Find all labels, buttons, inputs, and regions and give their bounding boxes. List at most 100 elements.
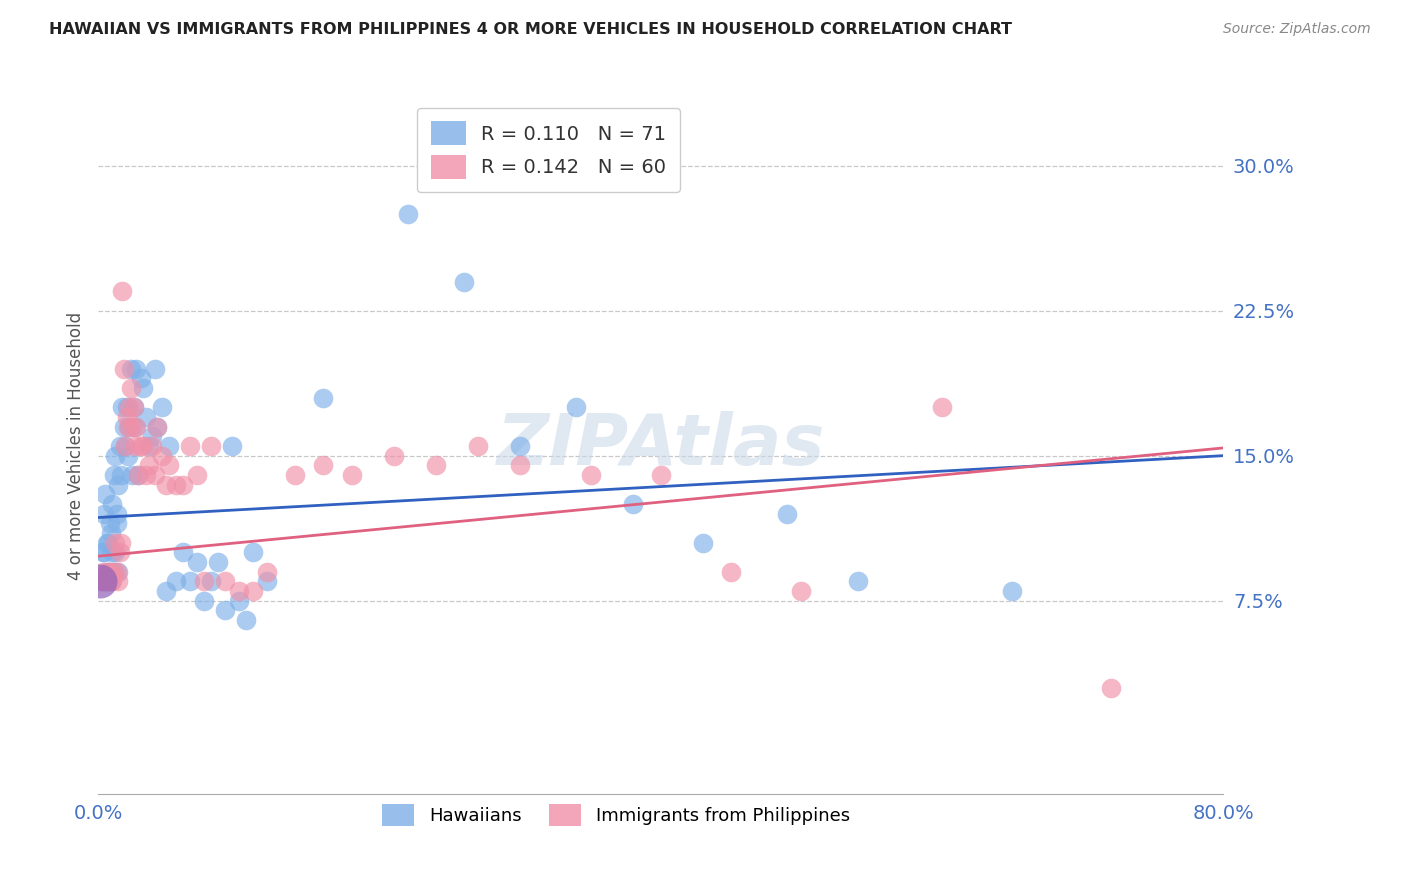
Point (165, 574, 187, 589)
Point (98, 516, 121, 531)
Point (96, 565, 118, 579)
Point (340, 467, 363, 482)
Point (127, 467, 149, 482)
Point (165, 477, 187, 491)
Point (138, 439, 160, 453)
Point (312, 391, 335, 405)
Point (104, 545, 127, 559)
Point (312, 458, 335, 473)
Point (90, 574, 112, 589)
Point (108, 439, 131, 453)
Point (120, 381, 142, 395)
Point (179, 574, 201, 589)
Point (104, 535, 127, 549)
Point (846, 574, 869, 589)
Point (186, 555, 208, 569)
Point (425, 458, 447, 473)
Point (172, 545, 194, 559)
Point (200, 439, 222, 453)
Point (121, 419, 143, 434)
Point (100, 574, 122, 589)
Point (396, 207, 419, 221)
Point (776, 507, 799, 521)
Point (105, 565, 128, 579)
Point (650, 467, 672, 482)
Point (146, 419, 169, 434)
Point (91, 565, 114, 579)
Point (100, 574, 122, 589)
Text: Source: ZipAtlas.com: Source: ZipAtlas.com (1223, 22, 1371, 37)
Point (132, 439, 155, 453)
Point (720, 565, 742, 579)
Point (200, 574, 222, 589)
Point (112, 419, 135, 434)
Point (242, 584, 264, 599)
Point (207, 555, 229, 569)
Point (453, 275, 475, 289)
Point (94, 574, 117, 589)
Point (100, 526, 122, 541)
Point (105, 507, 128, 521)
Point (193, 593, 215, 607)
Point (143, 361, 166, 376)
Point (256, 574, 278, 589)
Point (105, 516, 128, 531)
Point (150, 449, 173, 463)
Point (115, 410, 138, 425)
Point (98, 565, 121, 579)
Point (1099, 681, 1122, 695)
Point (94, 574, 117, 589)
Point (214, 603, 236, 617)
Y-axis label: 4 or more Vehicles in Household: 4 or more Vehicles in Household (66, 312, 84, 580)
Point (117, 449, 139, 463)
Point (157, 458, 180, 473)
Point (193, 574, 215, 589)
Point (118, 401, 141, 415)
Point (790, 584, 813, 599)
Point (235, 613, 257, 627)
Point (97, 535, 120, 549)
Point (115, 401, 138, 415)
Point (93, 507, 115, 521)
Point (621, 497, 644, 511)
Point (141, 429, 163, 443)
Point (565, 401, 588, 415)
Point (157, 439, 180, 453)
Point (111, 401, 134, 415)
Point (509, 458, 531, 473)
Point (214, 574, 236, 589)
Point (125, 361, 148, 376)
Point (114, 439, 136, 453)
Point (114, 439, 136, 453)
Point (221, 439, 243, 453)
Point (124, 419, 146, 434)
Point (122, 401, 145, 415)
Point (98, 565, 121, 579)
Point (101, 545, 124, 559)
Point (103, 565, 125, 579)
Point (143, 467, 166, 482)
Point (118, 419, 141, 434)
Point (103, 565, 125, 579)
Point (91, 545, 114, 559)
Point (89, 574, 111, 589)
Point (135, 467, 157, 482)
Point (107, 574, 129, 589)
Point (110, 535, 132, 549)
Point (97, 565, 120, 579)
Point (124, 439, 146, 453)
Point (101, 574, 124, 589)
Point (94, 487, 117, 501)
Point (228, 593, 250, 607)
Point (155, 477, 177, 491)
Point (146, 419, 169, 434)
Point (150, 401, 173, 415)
Point (242, 545, 264, 559)
Point (141, 439, 163, 453)
Point (107, 565, 129, 579)
Point (228, 584, 250, 599)
Point (121, 467, 143, 482)
Point (104, 449, 127, 463)
Text: HAWAIIAN VS IMMIGRANTS FROM PHILIPPINES 4 OR MORE VEHICLES IN HOUSEHOLD CORRELAT: HAWAIIAN VS IMMIGRANTS FROM PHILIPPINES … (49, 22, 1012, 37)
Point (97, 574, 120, 589)
